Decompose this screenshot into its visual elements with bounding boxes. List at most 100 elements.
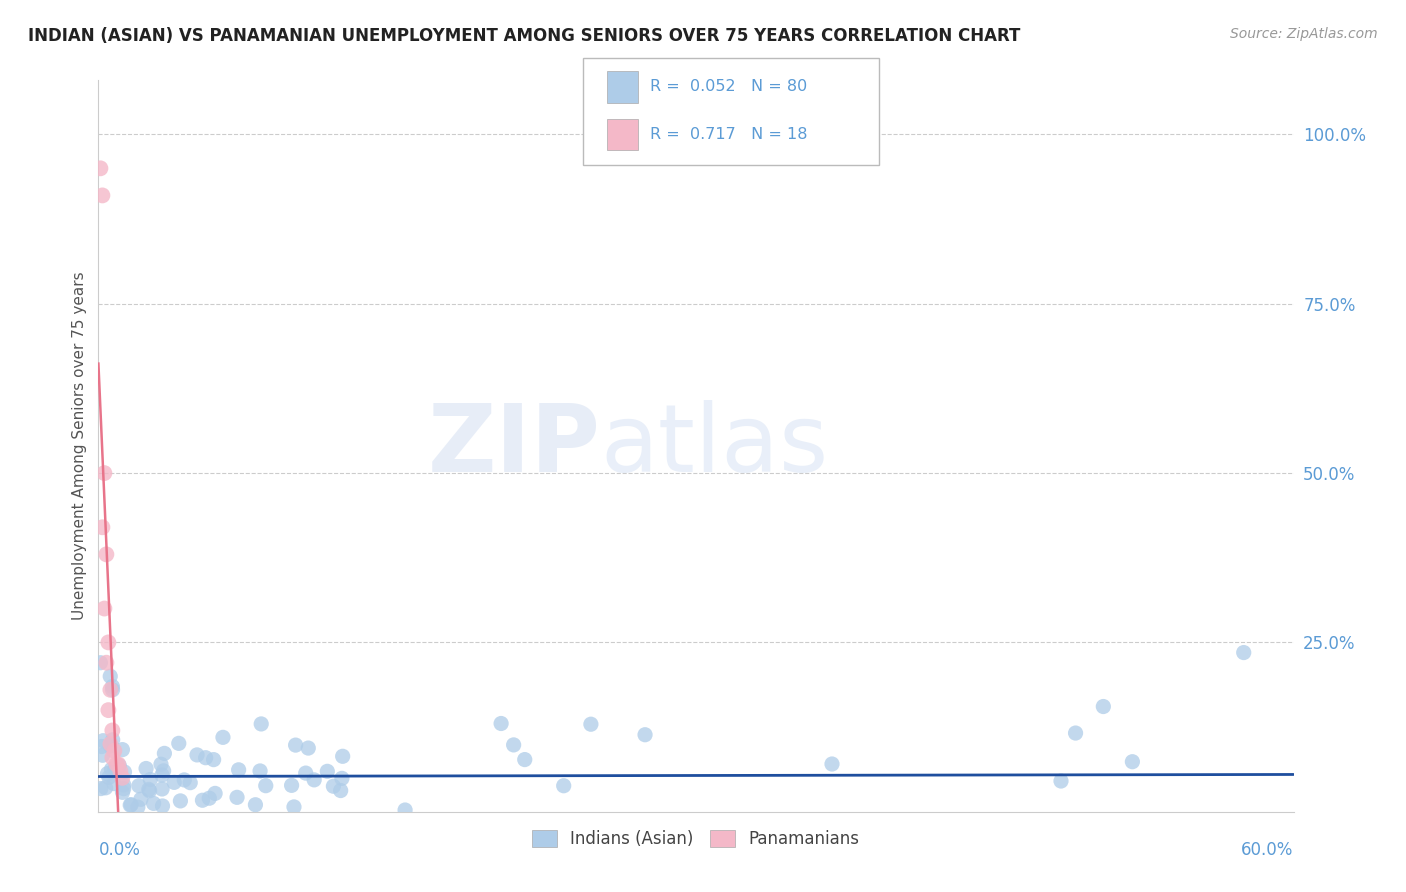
Text: atlas: atlas (600, 400, 828, 492)
Point (553, 779, 575, 793)
Point (100, 762, 122, 776)
Point (228, 763, 250, 777)
Point (245, 797, 267, 812)
Point (90, 739, 112, 754)
Point (101, 732, 124, 747)
Point (302, 772, 325, 787)
Text: INDIAN (ASIAN) VS PANAMANIAN UNEMPLOYMENT AMONG SENIORS OVER 75 YEARS CORRELATIO: INDIAN (ASIAN) VS PANAMANIAN UNEMPLOYMEN… (28, 27, 1021, 45)
Point (101, 680, 124, 694)
Point (91, 733, 114, 747)
Point (394, 803, 416, 817)
Point (139, 772, 162, 787)
Text: 0.0%: 0.0% (98, 841, 141, 859)
Point (112, 781, 135, 796)
Point (332, 749, 354, 764)
Point (135, 762, 157, 776)
Point (93, 466, 115, 480)
Point (202, 753, 225, 767)
Point (98, 669, 121, 683)
Text: 60.0%: 60.0% (1241, 841, 1294, 859)
Point (97, 635, 120, 649)
Point (96, 656, 118, 670)
Point (111, 742, 134, 756)
Point (1121, 755, 1143, 769)
Point (1233, 646, 1256, 660)
Point (97, 770, 120, 784)
Point (101, 723, 124, 738)
Point (283, 800, 305, 814)
Point (322, 779, 344, 793)
Point (112, 778, 135, 792)
Point (129, 792, 152, 806)
Point (98, 737, 122, 751)
Point (254, 779, 277, 793)
Point (104, 762, 127, 776)
Text: ZIP: ZIP (427, 400, 600, 492)
Point (127, 800, 149, 814)
Point (138, 784, 160, 798)
Point (120, 797, 142, 812)
Point (297, 741, 319, 756)
Point (103, 744, 125, 758)
Point (284, 738, 307, 752)
Point (1064, 726, 1087, 740)
Point (152, 799, 174, 814)
Point (250, 717, 273, 731)
Point (329, 783, 352, 797)
Point (89, 656, 111, 670)
Point (294, 766, 316, 780)
Point (489, 716, 512, 731)
Point (103, 776, 125, 790)
Point (98, 682, 122, 697)
Point (186, 747, 208, 762)
Point (634, 728, 657, 742)
Point (153, 747, 176, 761)
Point (150, 768, 173, 782)
Point (89, 161, 111, 176)
Point (502, 738, 524, 752)
Point (91, 520, 114, 534)
Point (101, 750, 124, 764)
Point (90, 781, 112, 796)
Point (96, 547, 118, 561)
Point (198, 791, 221, 805)
Point (163, 775, 186, 789)
Point (96, 766, 118, 780)
Point (150, 757, 173, 772)
Point (821, 757, 844, 772)
Point (167, 736, 190, 750)
Point (212, 731, 235, 745)
Point (105, 757, 128, 772)
Point (249, 764, 271, 778)
Point (111, 771, 134, 785)
Y-axis label: Unemployment Among Seniors over 75 years: Unemployment Among Seniors over 75 years (72, 272, 87, 620)
Point (579, 717, 602, 731)
Point (169, 794, 191, 808)
Point (173, 772, 195, 787)
Point (1050, 774, 1073, 789)
Point (97, 703, 120, 717)
Point (138, 782, 160, 797)
Point (191, 793, 214, 807)
Legend: Indians (Asian), Panamanians: Indians (Asian), Panamanians (526, 823, 866, 855)
Text: R =  0.717   N = 18: R = 0.717 N = 18 (650, 127, 807, 142)
Point (101, 682, 124, 697)
Point (98, 739, 121, 753)
Point (226, 790, 249, 805)
Point (280, 778, 302, 792)
Point (110, 764, 132, 778)
Text: Source: ZipAtlas.com: Source: ZipAtlas.com (1230, 27, 1378, 41)
Point (108, 758, 131, 772)
Point (150, 782, 173, 797)
Text: R =  0.052   N = 80: R = 0.052 N = 80 (650, 79, 807, 95)
Point (94, 780, 117, 795)
Point (91, 188, 114, 202)
Point (194, 750, 217, 764)
Point (128, 779, 150, 793)
Point (152, 764, 174, 778)
Point (316, 764, 339, 779)
Point (179, 775, 201, 789)
Point (204, 786, 226, 800)
Point (1092, 699, 1115, 714)
Point (142, 797, 165, 811)
